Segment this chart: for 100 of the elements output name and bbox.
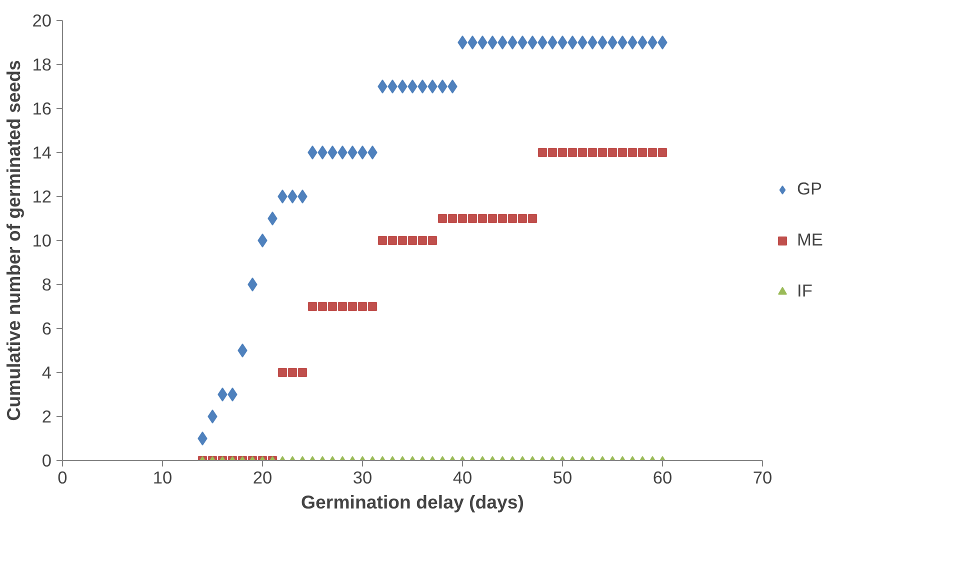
point (348, 302, 357, 311)
x-tick-label: 60 (652, 468, 672, 488)
point (308, 302, 317, 311)
x-tick-label: 10 (152, 468, 172, 488)
y-tick-label: 16 (32, 98, 52, 118)
point (278, 190, 288, 204)
point (448, 214, 457, 223)
point (378, 236, 387, 245)
x-tick-label: 0 (58, 468, 68, 488)
point (358, 302, 367, 311)
point (648, 148, 657, 157)
point (628, 36, 638, 50)
point (588, 148, 597, 157)
point (488, 36, 498, 50)
point (548, 148, 557, 157)
point (528, 36, 538, 50)
point (438, 214, 447, 223)
y-tick-label: 0 (42, 450, 52, 470)
point (428, 236, 437, 245)
point (578, 36, 588, 50)
point (518, 214, 527, 223)
point (608, 148, 617, 157)
point (288, 190, 298, 204)
point (658, 36, 668, 50)
point (568, 36, 578, 50)
point (498, 36, 508, 50)
point (478, 214, 487, 223)
point (498, 214, 507, 223)
point (598, 36, 608, 50)
point (538, 36, 548, 50)
y-tick-label: 10 (32, 230, 52, 250)
point (298, 190, 308, 204)
point (448, 80, 458, 94)
point (238, 344, 248, 358)
point (398, 236, 407, 245)
point (368, 302, 377, 311)
point (608, 36, 618, 50)
point (338, 146, 348, 160)
point (588, 36, 598, 50)
point (378, 80, 388, 94)
x-tick-label: 70 (752, 468, 772, 488)
point (248, 278, 258, 292)
point (538, 148, 547, 157)
y-tick-label: 8 (42, 274, 52, 294)
point (338, 302, 347, 311)
y-tick-label: 6 (42, 318, 52, 338)
point (428, 80, 438, 94)
point (628, 148, 637, 157)
point (438, 80, 448, 94)
point (548, 36, 558, 50)
point (618, 36, 628, 50)
legend-label: GP (797, 178, 822, 200)
point (258, 234, 268, 248)
y-tick-label: 14 (32, 142, 52, 162)
point (518, 36, 528, 50)
point (368, 146, 378, 160)
point (458, 36, 468, 50)
x-tick-label: 20 (252, 468, 272, 488)
point (488, 214, 497, 223)
x-tick-label: 40 (452, 468, 472, 488)
point (468, 214, 477, 223)
y-tick-label: 20 (32, 10, 52, 30)
point (578, 148, 587, 157)
x-tick-label: 30 (352, 468, 372, 488)
point (638, 36, 648, 50)
point (558, 148, 567, 157)
point (348, 146, 358, 160)
point (408, 80, 418, 94)
point (328, 146, 338, 160)
point (528, 214, 537, 223)
point (388, 80, 398, 94)
point (568, 148, 577, 157)
point (358, 146, 368, 160)
point (398, 80, 408, 94)
point (508, 36, 518, 50)
y-tick-label: 12 (32, 186, 52, 206)
legend-label: IF (797, 280, 814, 302)
point (598, 148, 607, 157)
y-tick-label: 4 (42, 362, 52, 382)
x-tick-label: 50 (552, 468, 572, 488)
point (268, 212, 278, 226)
point (418, 80, 428, 94)
point (618, 148, 627, 157)
point (408, 236, 417, 245)
point (418, 236, 427, 245)
point (318, 302, 327, 311)
point (458, 214, 467, 223)
point (388, 236, 397, 245)
y-tick-label: 18 (32, 54, 52, 74)
y-axis-title: Cumulative number of germinated seeds (3, 60, 24, 421)
point (308, 146, 318, 160)
point (508, 214, 517, 223)
point (648, 36, 658, 50)
point (478, 36, 488, 50)
point (658, 148, 667, 157)
x-axis-title: Germination delay (days) (301, 492, 524, 512)
point (638, 148, 647, 157)
y-tick-label: 2 (42, 406, 52, 426)
point (328, 302, 337, 311)
point (558, 36, 568, 50)
